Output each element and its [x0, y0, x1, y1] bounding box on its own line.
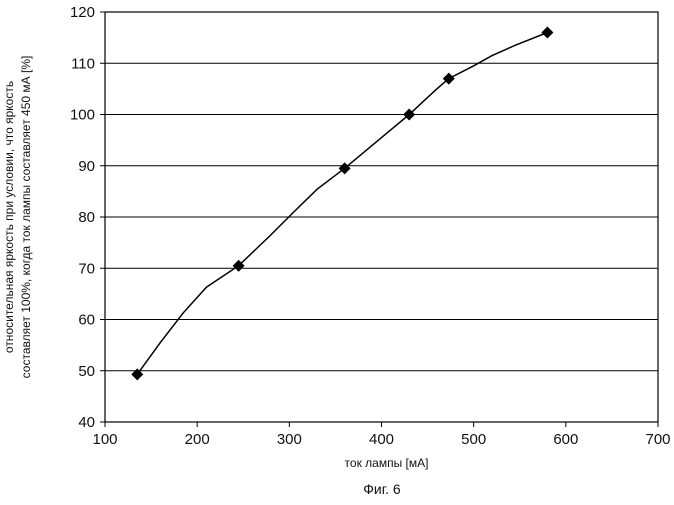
data-point-marker — [541, 27, 553, 39]
y-tick-label: 40 — [78, 414, 95, 431]
data-markers — [131, 27, 553, 381]
x-tick-label: 100 — [92, 431, 117, 448]
y-tick-label: 90 — [78, 158, 95, 175]
x-tick-label: 300 — [277, 431, 302, 448]
y-tick-label: 80 — [78, 209, 95, 226]
grid-lines — [105, 63, 658, 371]
y-tick-label: 100 — [70, 107, 95, 124]
x-tick-label: 700 — [645, 431, 670, 448]
figure-caption: Фиг. 6 — [363, 481, 401, 497]
y-tick-label: 50 — [78, 363, 95, 380]
y-tick-label: 70 — [78, 260, 95, 277]
y-axis-title-line-2: составляет 100%, когда ток лампы составл… — [19, 56, 33, 379]
series-line — [137, 33, 547, 375]
x-tick-label: 600 — [553, 431, 578, 448]
y-axis-title-line-1: относительная яркость при условии, что я… — [2, 81, 16, 353]
y-tick-label: 60 — [78, 312, 95, 329]
y-tick-label: 110 — [71, 55, 95, 72]
axis-ticks: 40 50 60 70 80 90 100 110 120 100 200 300 400 500 600 7… — [70, 4, 671, 448]
x-tick-label: 200 — [185, 431, 210, 448]
x-tick-label: 500 — [461, 431, 486, 448]
x-tick-label: 400 — [369, 431, 394, 448]
x-axis-title: ток лампы [мА] — [345, 456, 429, 470]
y-tick-label: 120 — [70, 4, 95, 21]
data-point-marker — [131, 368, 143, 380]
